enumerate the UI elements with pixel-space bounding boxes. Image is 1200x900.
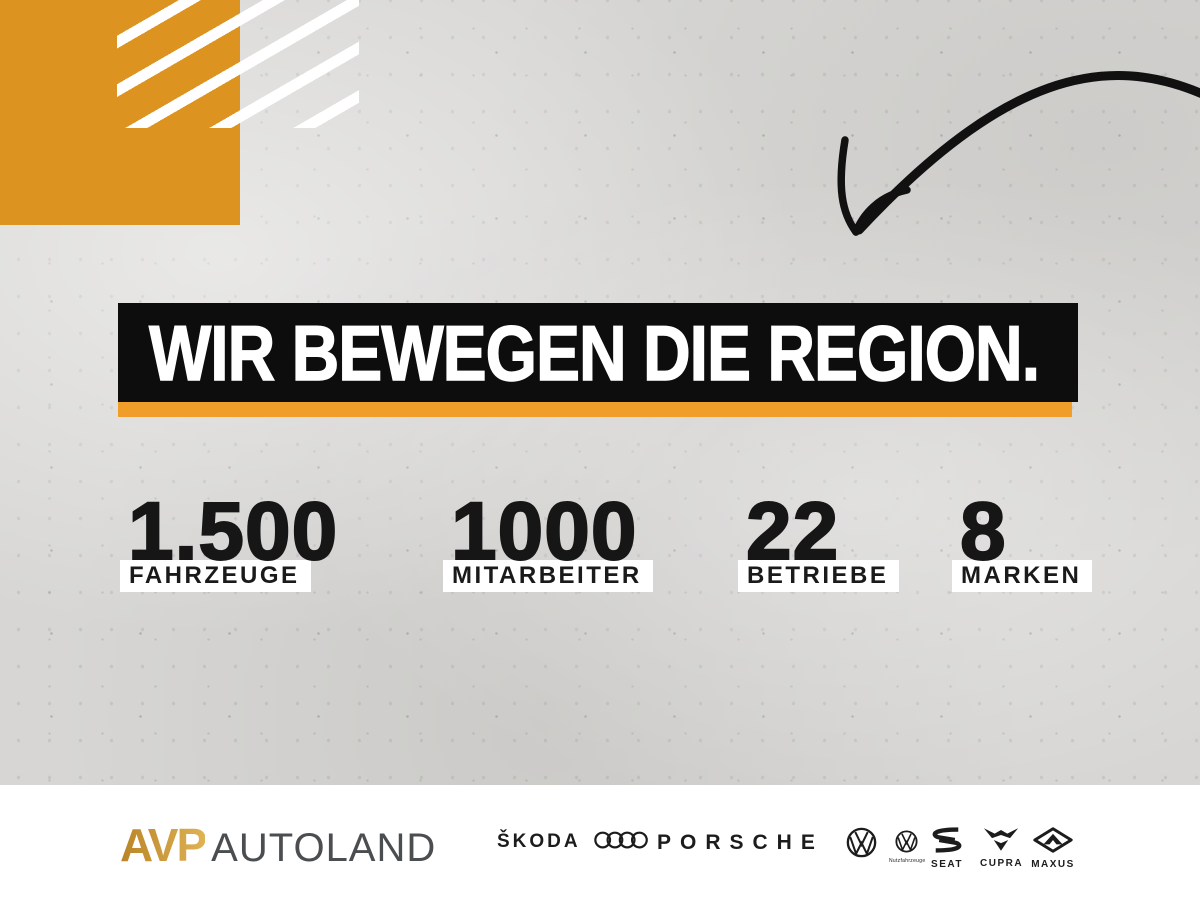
brand-caption: CUPRA	[980, 858, 1024, 869]
cupra-emblem-icon	[983, 828, 1019, 851]
vw-roundel-icon	[846, 827, 877, 863]
stat-label: FAHRZEUGE	[120, 560, 311, 592]
stat-mitarbeiter: 1000 MITARBEITER	[443, 486, 743, 592]
stat-value: 1.500	[127, 486, 339, 577]
seat-logo: SEAT	[927, 827, 967, 870]
seat-s-icon	[932, 827, 962, 853]
stat-betriebe: 22 BETRIEBE	[738, 486, 1038, 592]
vw-nutzfahrzeuge-logo: Nutzfahrzeuge	[889, 830, 926, 864]
brand-caption: MAXUS	[1031, 859, 1075, 870]
cupra-logo: CUPRA	[980, 827, 1022, 869]
stat-label: BETRIEBE	[738, 560, 900, 592]
stat-marken: 8 MARKEN	[952, 486, 1200, 592]
orange-underline-bar	[118, 402, 1072, 417]
headline-text: WIR BEWEGEN DIE REGION.	[148, 308, 1040, 397]
stat-value: 8	[959, 486, 1007, 577]
brand-caption: Nutzfahrzeuge	[889, 858, 926, 864]
maxus-emblem-icon	[1033, 827, 1073, 853]
vw-roundel-icon	[894, 830, 918, 853]
avp-autoland-logo: AVP AUTOLAND	[120, 819, 437, 871]
autoland-logo-text: AUTOLAND	[211, 826, 437, 870]
curved-arrow-icon	[837, 71, 1200, 236]
stat-label: MARKEN	[952, 560, 1093, 592]
skoda-wordmark: ŠKODA	[497, 831, 581, 852]
stat-label: MITARBEITER	[443, 560, 653, 592]
brand-caption: SEAT	[931, 859, 963, 870]
porsche-wordmark: PORSCHE	[657, 831, 824, 854]
stat-fahrzeuge: 1.500 FAHRZEUGE	[120, 486, 420, 592]
avp-logo-text: AVP	[120, 819, 207, 871]
stat-value: 1000	[450, 486, 638, 577]
audi-rings-icon	[594, 830, 648, 855]
maxus-logo: MAXUS	[1030, 827, 1076, 870]
footer-bar	[0, 785, 1200, 900]
headline-banner: WIR BEWEGEN DIE REGION.	[118, 303, 1078, 402]
diagonal-stripes-decoration	[117, 0, 359, 128]
stat-value: 22	[745, 486, 840, 577]
